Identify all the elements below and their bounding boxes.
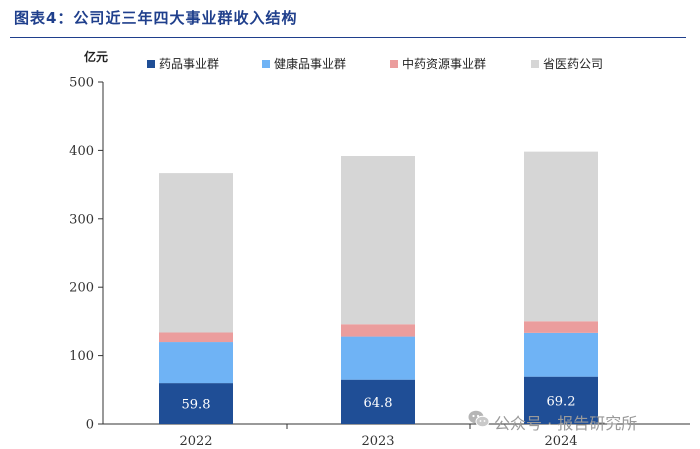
- bar-segment: [159, 383, 233, 424]
- bar-segment: [159, 342, 233, 384]
- legend-label: 健康品事业群: [274, 56, 346, 71]
- y-axis-unit-label: 亿元: [84, 49, 108, 64]
- legend-label: 省医药公司: [543, 57, 603, 71]
- y-tick-label: 0: [86, 418, 94, 433]
- bar-segment: [341, 336, 415, 380]
- legend-swatch: [262, 60, 270, 68]
- bar-segment: [524, 321, 598, 333]
- bar-segment: [524, 376, 598, 424]
- legend-swatch: [531, 60, 539, 68]
- bar-segment: [341, 156, 415, 325]
- chart-axes: 0 100 200 300 400 500 2022 2023 2024: [69, 76, 690, 449]
- title-divider: [10, 37, 686, 38]
- x-tick-label: 2024: [544, 434, 577, 449]
- bar-segment: [341, 324, 415, 337]
- legend-label: 药品事业群: [159, 57, 219, 71]
- figure-title: 图表4：公司近三年四大事业群收入结构: [14, 9, 298, 27]
- y-tick-label: 500: [69, 76, 94, 91]
- bar-segment: [159, 173, 233, 333]
- y-tick-label: 200: [69, 281, 94, 296]
- legend-label: 中药资源事业群: [402, 56, 486, 71]
- bar-value-label: 59.8: [182, 398, 211, 413]
- bar-segment: [341, 379, 415, 424]
- y-tick-label: 300: [69, 212, 94, 227]
- x-tick-label: 2023: [361, 434, 394, 449]
- bar-value-label: 64.8: [364, 396, 393, 411]
- y-tick-label: 400: [69, 144, 94, 159]
- bar-segment: [524, 151, 598, 322]
- legend-swatch: [147, 60, 155, 68]
- wechat-icon: [468, 410, 490, 428]
- chart-bars: 59.8 64.8 69.2: [159, 151, 598, 424]
- y-tick-label: 100: [69, 349, 94, 364]
- bar-segment: [524, 332, 598, 377]
- bar-value-label: 69.2: [547, 394, 576, 409]
- bar-segment: [159, 332, 233, 343]
- chart-legend: 药品事业群 健康品事业群 中药资源事业群 省医药公司: [147, 56, 603, 71]
- watermark-text: 公众号 · 报告研究所: [494, 414, 638, 433]
- x-tick-label: 2022: [179, 434, 212, 449]
- legend-swatch: [390, 60, 398, 68]
